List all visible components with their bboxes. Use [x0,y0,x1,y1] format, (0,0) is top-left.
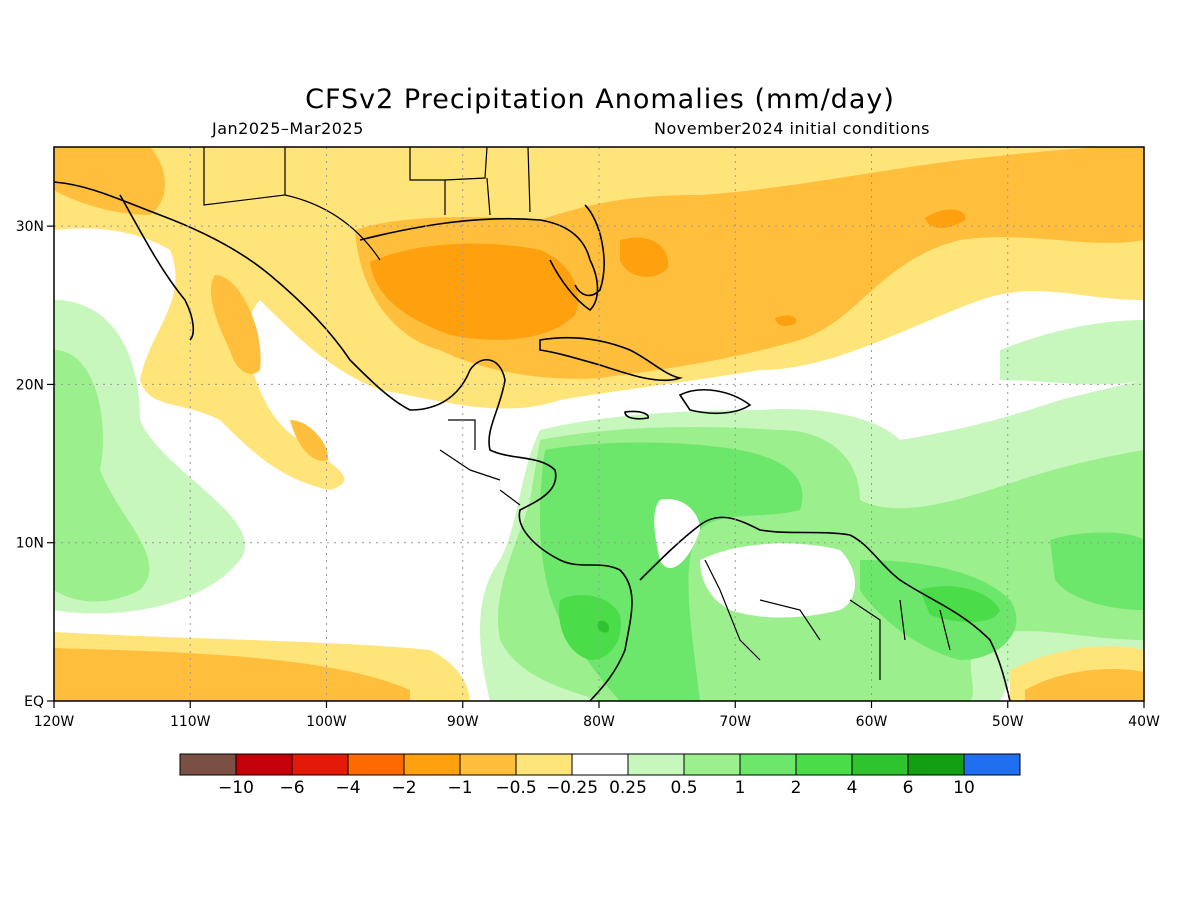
coastline-jamaica [624,410,650,420]
anomaly-pacific-coast-dry [290,420,329,461]
anomaly-guianas-wet-core [920,586,1000,622]
anomaly-atlantic-dry-core [925,209,966,228]
anomaly-venezuela-neutral [700,543,855,618]
coastline-baja-california [119,194,195,341]
colorbar-swatch [683,753,741,776]
forecast-period: Jan2025–Mar2025 [212,119,364,138]
y-tick-label: EQ [24,694,44,710]
x-axis: 120W 110W 100W 90W 80W 70W 60W 50W 40W [34,701,1160,730]
coastline-gulf-of-mexico [359,217,599,312]
anomaly-panama-wet-peak [597,620,610,633]
border-central-america [439,419,521,506]
x-tick-label: 50W [992,714,1024,730]
initial-conditions: November2024 initial conditions [654,119,930,138]
border-us-mexico-rio-grande [284,194,381,261]
y-axis: EQ 10N 20N 30N [16,219,54,710]
anomaly-mexico-coast-dry [210,275,261,374]
colorbar-swatch [963,753,1021,776]
border-us-states [409,147,531,216]
anomaly-bahamas-dry-core [620,237,669,277]
y-tick-label: 20N [16,377,44,393]
coastline-florida [574,204,605,297]
coastline-cuba [539,336,684,382]
coastlines [54,181,1011,701]
chart-title: CFSv2 Precipitation Anomalies (mm/day) [305,84,895,115]
colorbar-label: 4 [847,778,858,798]
anomaly-field [54,147,1144,701]
anomaly-panama-wet-core [559,595,621,660]
x-tick-label: 100W [306,714,347,730]
x-tick-label: 70W [719,714,751,730]
anomaly-eastern-pacific-wet-core [54,350,150,602]
colorbar-label: 0.5 [670,778,697,798]
colorbar-label: 6 [903,778,914,798]
coastline-mexico-central-america [54,181,633,701]
x-tick-label: 110W [170,714,211,730]
y-tick-label: 10N [16,536,44,552]
colorbar-swatch [515,753,573,776]
x-tick-label: 80W [583,714,615,730]
border-us-mexico-west [203,147,286,206]
border-south-america [704,559,951,680]
colorbar-label: −1 [447,778,472,798]
coastline-south-america [639,516,1011,701]
coastline-hispaniola [678,389,752,415]
colorbar-swatch [179,753,237,776]
borders [203,147,951,680]
anomaly-equatorial-dry-core [54,648,410,701]
colorbar-label: −6 [279,778,304,798]
colorbar-label: −2 [391,778,416,798]
anomaly-gulf-dry-core [370,243,579,340]
colorbar: −10 −6 −4 −2 −1 −0.5 −0.25 0.25 0.5 1 2 4 6 10 [179,753,1021,798]
anomaly-atlantic-wet-north [1000,320,1144,385]
x-tick-label: 60W [856,714,888,730]
colorbar-swatch [347,753,405,776]
x-tick-label: 90W [447,714,479,730]
colorbar-label: −4 [335,778,360,798]
anomaly-atlantic-dry-spot [775,315,797,326]
colorbar-label: 2 [791,778,802,798]
colorbar-label: 1 [735,778,746,798]
colorbar-swatch [907,753,965,776]
y-tick-label: 30N [16,219,44,235]
colorbar-swatch [235,753,293,776]
anomaly-colombia-neutral [654,499,700,569]
anomaly-brazil-coast-dry-core [1025,669,1144,701]
colorbar-swatch [627,753,685,776]
colorbar-swatch [459,753,517,776]
colorbar-label: −10 [218,778,254,798]
gridlines [54,147,1144,701]
x-tick-label: 40W [1128,714,1160,730]
colorbar-swatch [291,753,349,776]
anomaly-northwest-dry [54,147,165,215]
colorbar-swatch [795,753,853,776]
colorbar-label: 10 [953,778,975,798]
colorbar-swatch [403,753,461,776]
anomaly-atlantic-wet-east [1050,532,1144,610]
x-tick-label: 120W [34,714,75,730]
colorbar-swatch [571,753,629,776]
colorbar-label: −0.5 [495,778,536,798]
colorbar-swatch [851,753,909,776]
colorbar-label: −0.25 [546,778,598,798]
colorbar-swatch [739,753,797,776]
colorbar-label: 0.25 [609,778,647,798]
